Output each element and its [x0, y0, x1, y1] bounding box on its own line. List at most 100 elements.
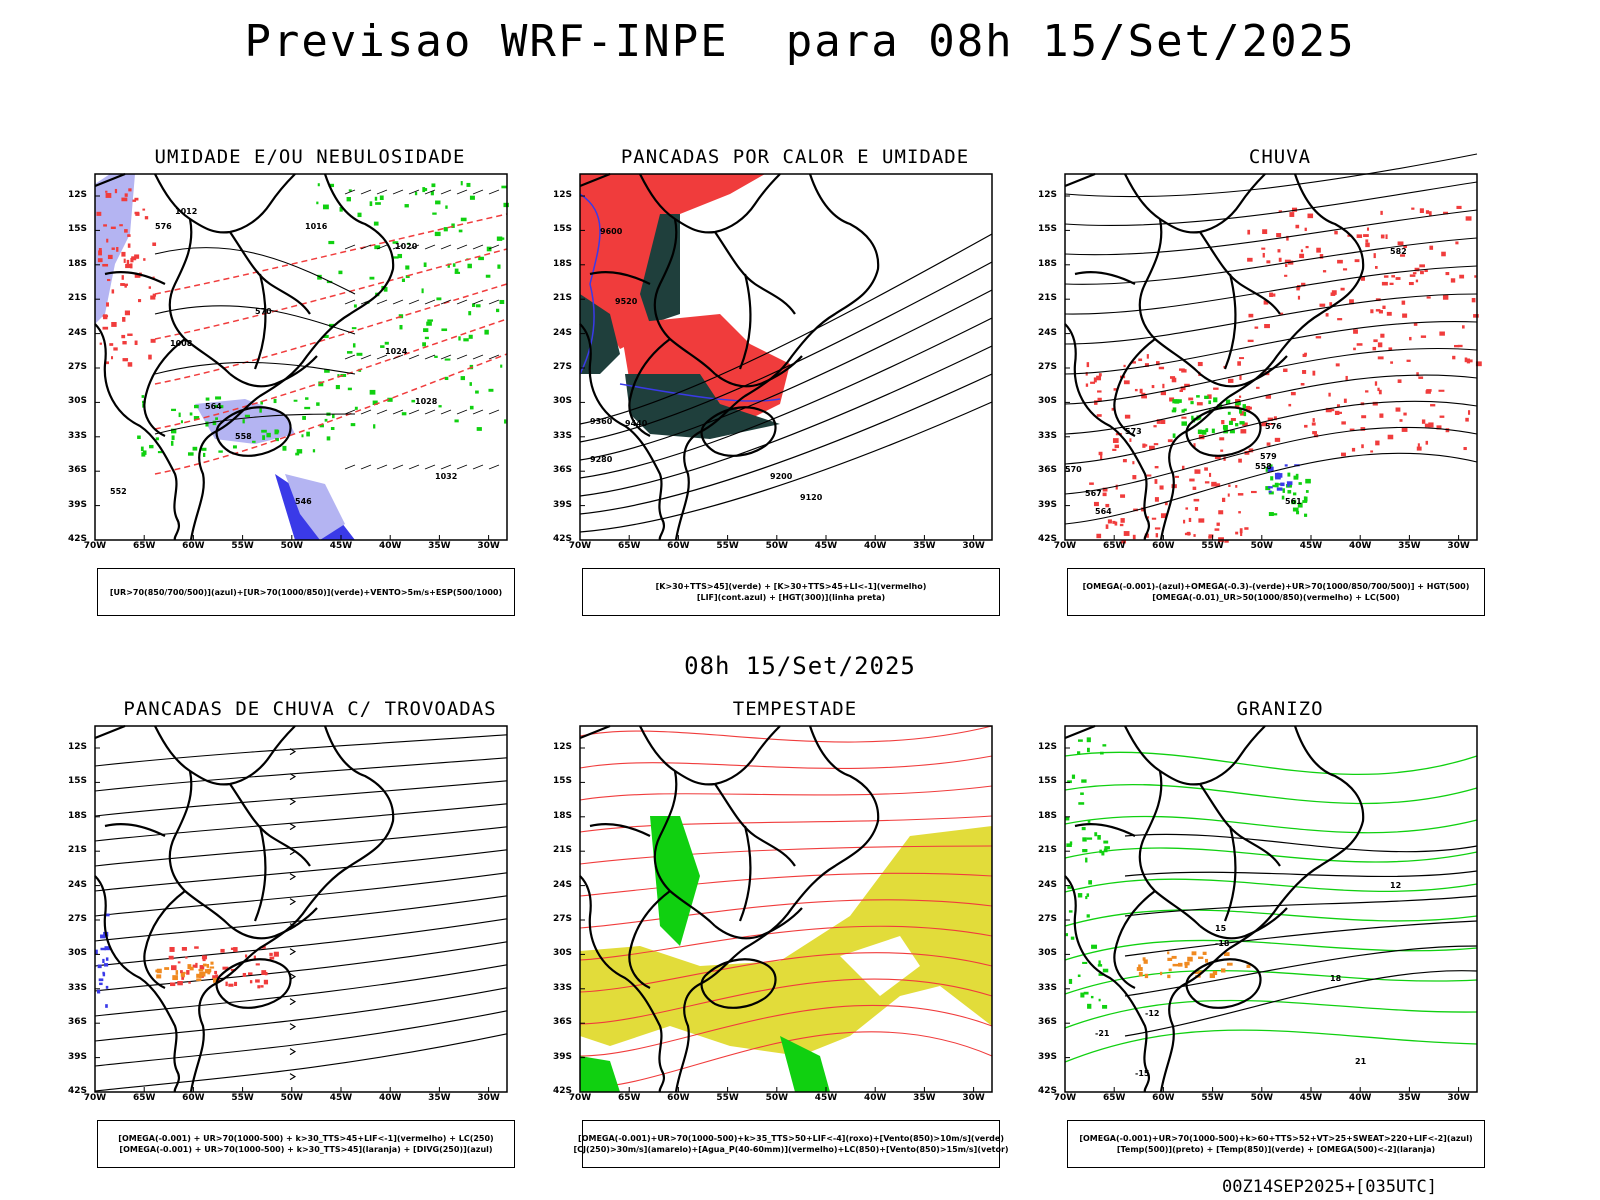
omega-orange-cell — [1136, 967, 1143, 971]
country-border — [1138, 770, 1201, 927]
rain-red-cell — [1262, 252, 1265, 258]
green-contour-mark — [171, 435, 175, 440]
rain-red-cell — [1146, 516, 1150, 519]
lat-tick-label: 39S — [67, 1051, 87, 1062]
rain-red-cell — [1436, 425, 1442, 430]
thunder-red-cell — [214, 970, 218, 975]
lon-tick-label: 60W — [667, 1093, 690, 1103]
green-contour-mark — [387, 397, 393, 402]
temp850-mark — [1067, 780, 1072, 784]
green-contour-mark — [205, 421, 209, 427]
rain-red-cell — [1315, 336, 1322, 339]
rain-red-cell — [1416, 446, 1422, 451]
streamline — [94, 941, 508, 992]
coastline — [94, 724, 395, 1093]
height-contour — [579, 233, 993, 425]
lat-tick-label: 12S — [1037, 190, 1057, 200]
green-contour-mark — [488, 388, 494, 392]
rain-green-cell — [1229, 429, 1235, 434]
country-border — [104, 822, 166, 837]
rain-red-cell — [1181, 416, 1187, 419]
thunder-orange-cell — [198, 968, 204, 972]
temp850-mark — [1083, 991, 1089, 995]
rain-red-cell — [1144, 444, 1148, 447]
green-contour-mark — [149, 444, 154, 449]
rain-red-cell — [1420, 335, 1427, 338]
rain-red-cell — [1370, 309, 1374, 314]
rain-red-cell — [1196, 402, 1203, 406]
rain-red-cell — [1120, 518, 1125, 523]
rain-red-cell — [1240, 411, 1245, 416]
wind-vector — [440, 354, 452, 360]
divergence-blue-cell — [98, 978, 104, 982]
rain-red-cell — [1289, 212, 1295, 217]
temp850-mark — [1086, 747, 1090, 753]
red-contour-mark — [128, 188, 132, 192]
contour-label: 576 — [155, 222, 172, 231]
country-border — [1124, 725, 1266, 786]
thunder-red-cell — [194, 946, 199, 949]
red-contour-mark — [152, 242, 157, 246]
streamline-850 — [579, 815, 993, 833]
thunder-red-cell — [257, 985, 261, 989]
temp850-mark — [1102, 968, 1109, 973]
wind-vector — [360, 244, 372, 250]
country-border — [1138, 218, 1201, 375]
green-contour-mark — [476, 427, 482, 431]
temp850-mark — [1077, 751, 1081, 755]
rain-red-cell — [1372, 346, 1377, 351]
lon-tick-label: 60W — [1152, 541, 1175, 551]
rain-green-cell — [1303, 496, 1307, 502]
rain-green-cell — [1305, 490, 1309, 493]
rain-red-cell — [1283, 368, 1288, 373]
rain-red-cell — [1325, 313, 1329, 317]
rain-red-cell — [1385, 234, 1388, 240]
streamline-arrow — [289, 773, 297, 781]
lat-tick-label: 21S — [1037, 845, 1057, 856]
omega-orange-cell — [1187, 956, 1193, 962]
rain-green-cell — [1208, 400, 1212, 405]
rain-green-cell — [1272, 484, 1279, 488]
green-contour-mark — [215, 396, 222, 400]
lon-tick-label: 40W — [1348, 541, 1372, 551]
rain-blue-cell — [1280, 482, 1285, 487]
rain-red-cell — [1098, 373, 1102, 377]
rain-red-cell — [1235, 531, 1239, 535]
thunder-red-cell — [192, 964, 198, 968]
green-contour-mark — [424, 188, 428, 191]
lat-tick-label: 24S — [67, 879, 87, 890]
streamline — [94, 1010, 508, 1067]
panel-title: TEMPESTADE — [732, 698, 858, 720]
instability-red-area — [580, 174, 765, 349]
wind-vector — [488, 464, 500, 470]
rain-red-cell — [1378, 310, 1383, 314]
rain-red-cell — [1390, 361, 1394, 364]
lon-tick-label: 70W — [1053, 541, 1077, 551]
rain-red-cell — [1132, 475, 1137, 480]
green-contour-mark — [444, 358, 451, 361]
lat-tick-label: 27S — [67, 362, 87, 372]
panel-legend: [UR>70(850/700/500)](azul)+[UR>70(1000/8… — [97, 568, 515, 616]
red-contour-mark — [126, 259, 130, 265]
rain-red-cell — [1361, 444, 1364, 449]
red-contour-mark — [144, 216, 149, 220]
thunder-red-cell — [168, 955, 174, 960]
thunder-red-cell — [177, 981, 183, 986]
streamline — [94, 918, 508, 967]
rain-red-cell — [1208, 534, 1214, 538]
lat-tick-label: 36S — [552, 465, 572, 476]
lon-tick-label: 65W — [1102, 1093, 1126, 1103]
lat-tick-label: 15S — [552, 776, 572, 787]
rain-green-cell — [1268, 464, 1273, 467]
green-contour-mark — [155, 437, 159, 441]
temp850-mark — [1080, 792, 1084, 795]
wind-vector — [440, 464, 452, 470]
omega-orange-cell — [1160, 971, 1163, 976]
rain-red-cell — [1285, 263, 1288, 268]
lat-tick-label: 21S — [552, 845, 572, 856]
chuva-map: 582 579 576 573 570 567 564 561 558 — [1064, 153, 1482, 544]
country-border — [714, 355, 803, 388]
wind-vector — [360, 354, 372, 360]
temp850-mark — [1103, 848, 1108, 853]
green-contour-mark — [434, 355, 438, 358]
